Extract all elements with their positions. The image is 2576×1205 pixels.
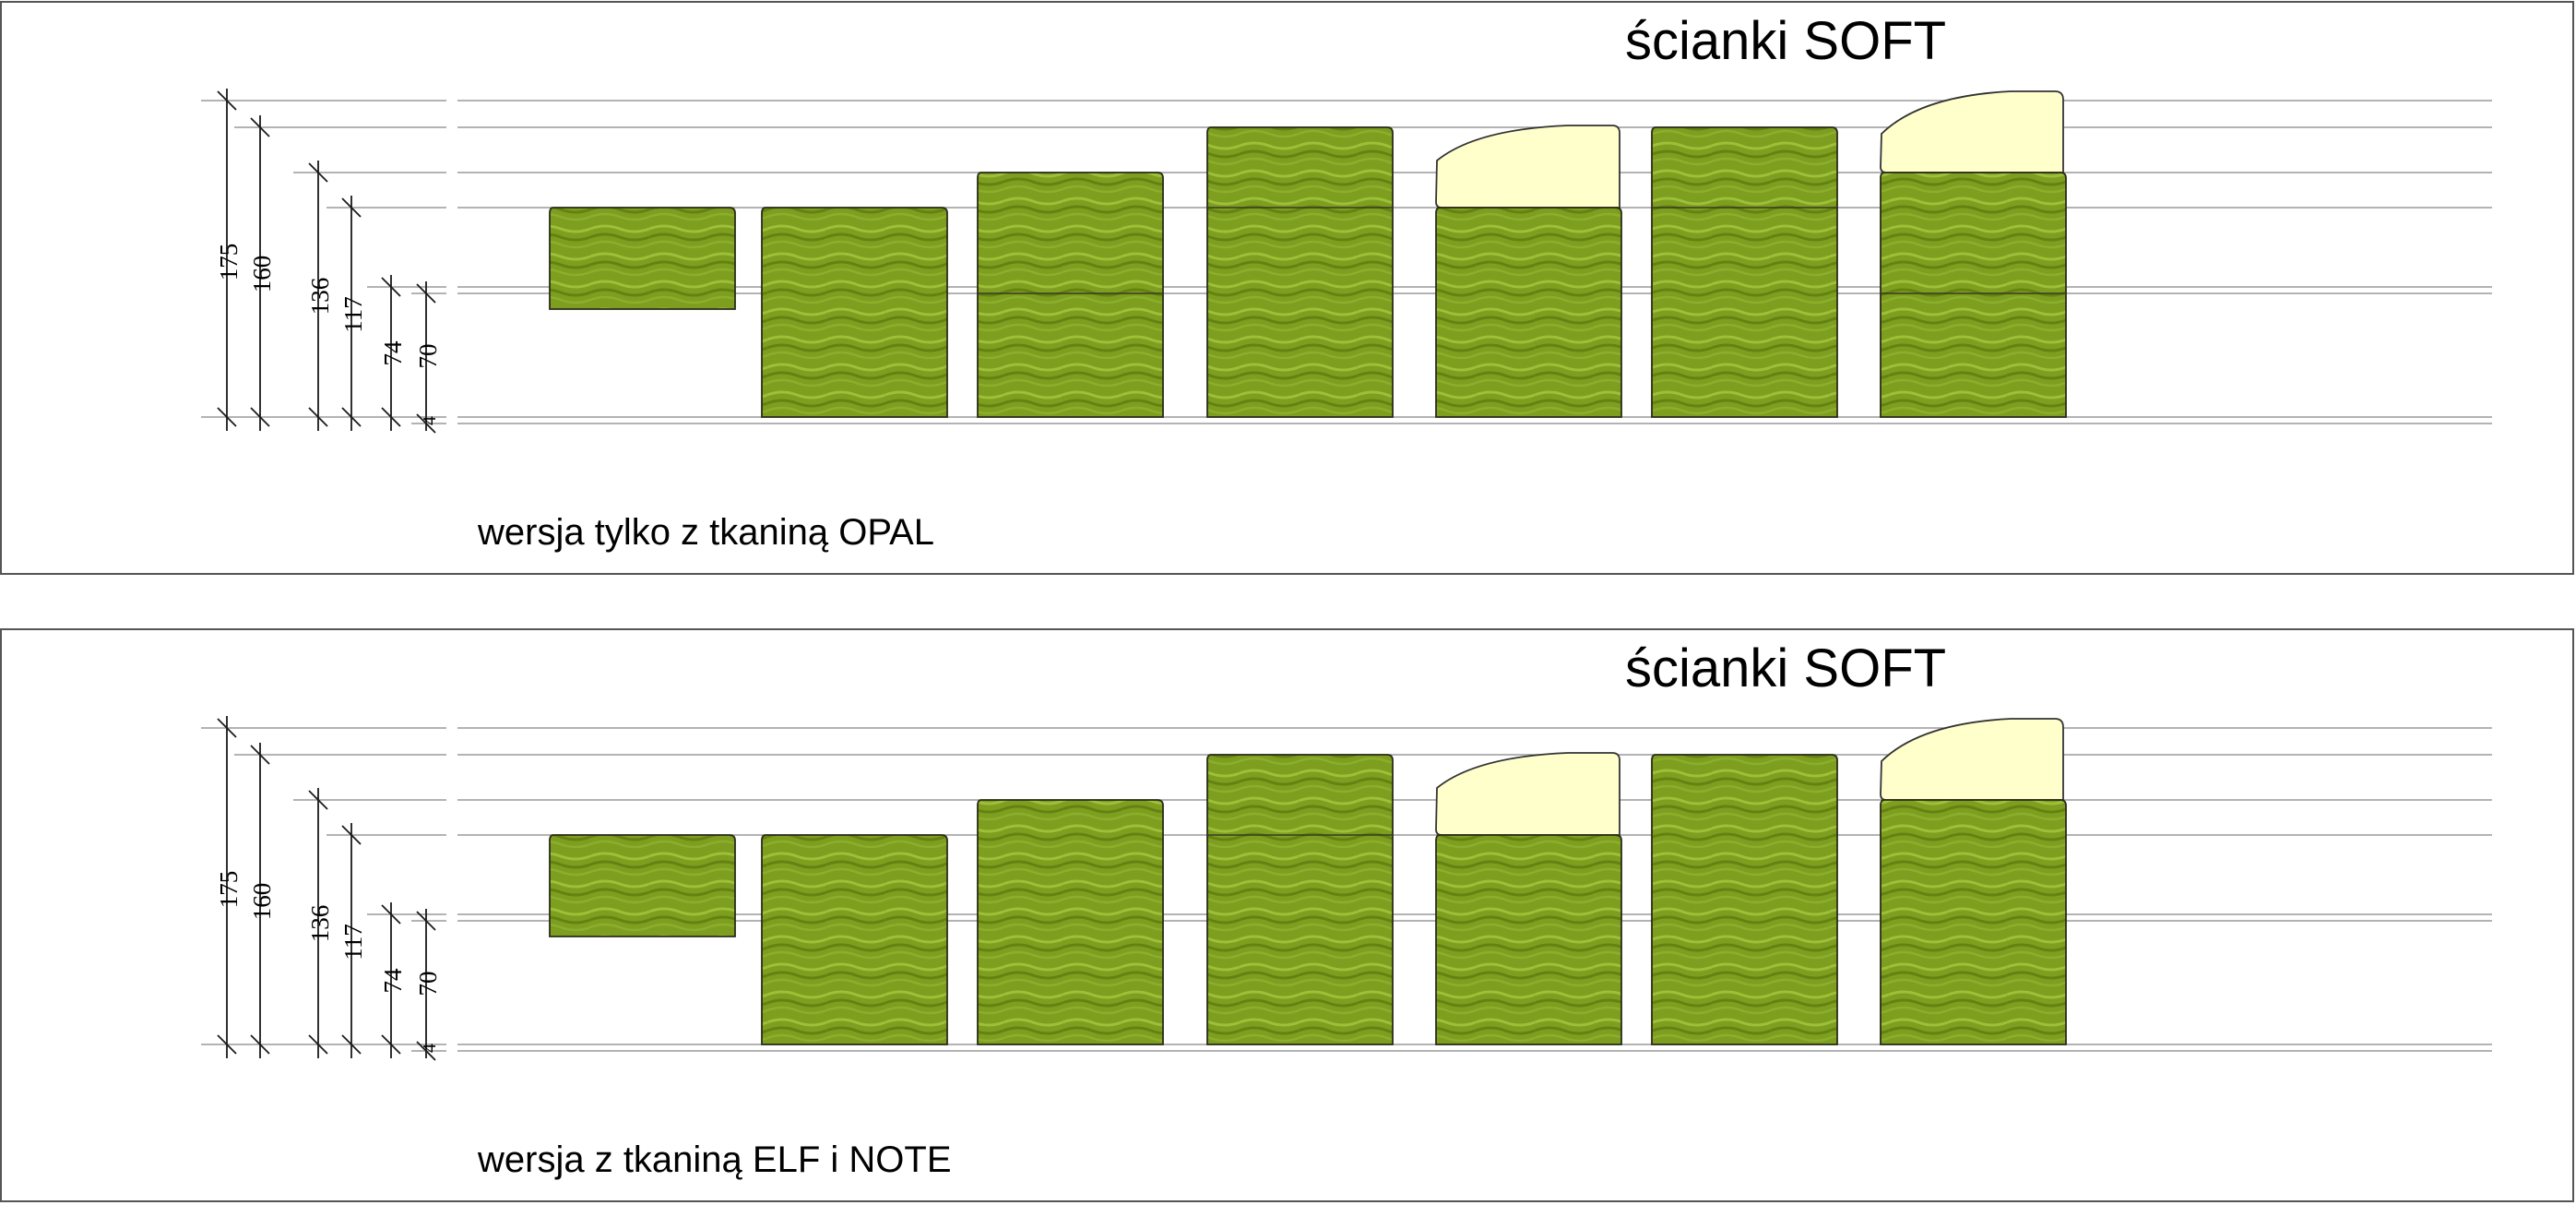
dim-label-175: 175 bbox=[215, 244, 243, 281]
wall-panel-1 bbox=[549, 207, 736, 310]
wall-panels bbox=[549, 718, 2067, 1045]
dim-label-117: 117 bbox=[339, 924, 367, 960]
wall-panel-3 bbox=[977, 172, 1164, 418]
panel-opal: ścianki SOFT bbox=[0, 1, 2574, 575]
acrylic-top-5 bbox=[1435, 125, 1620, 209]
wall-panel-4 bbox=[1206, 126, 1394, 418]
panel-caption: wersja z tkaniną ELF i NOTE bbox=[477, 1139, 952, 1180]
panel-elf-note: ścianki SOFT bbox=[0, 628, 2574, 1202]
wall-panels bbox=[549, 90, 2067, 418]
wall-panel-6 bbox=[1651, 126, 1838, 418]
wall-panel-1 bbox=[549, 834, 736, 937]
dimension-lines bbox=[217, 716, 436, 1061]
wall-panel-5 bbox=[1435, 834, 1622, 1045]
dim-label-136: 136 bbox=[306, 905, 334, 943]
wall-panel-6 bbox=[1651, 754, 1838, 1045]
wall-panel-4 bbox=[1206, 754, 1394, 1045]
wall-panel-2 bbox=[761, 207, 948, 418]
acrylic-top-7 bbox=[1880, 718, 2064, 801]
dim-label-74: 74 bbox=[379, 340, 407, 366]
acrylic-top-5 bbox=[1435, 752, 1620, 836]
dim-label-4: 4 bbox=[420, 416, 440, 425]
dim-label-70: 70 bbox=[414, 344, 442, 369]
dim-label-4: 4 bbox=[420, 1044, 440, 1053]
dimension-lines bbox=[217, 89, 436, 434]
wall-panel-7 bbox=[1880, 172, 2067, 418]
dim-label-136: 136 bbox=[306, 278, 334, 316]
panel-title: ścianki SOFT bbox=[1625, 11, 1946, 71]
dim-label-175: 175 bbox=[215, 871, 243, 909]
dim-label-160: 160 bbox=[248, 883, 276, 921]
acrylic-top-7 bbox=[1880, 90, 2064, 173]
panel-title: ścianki SOFT bbox=[1625, 638, 1946, 698]
wall-panel-5 bbox=[1435, 207, 1622, 418]
wall-panel-3 bbox=[977, 799, 1164, 1045]
dim-label-160: 160 bbox=[248, 256, 276, 293]
dim-label-74: 74 bbox=[379, 968, 407, 994]
wall-panel-2 bbox=[761, 834, 948, 1045]
panel-caption: wersja tylko z tkaniną OPAL bbox=[477, 512, 934, 553]
dim-label-70: 70 bbox=[414, 972, 442, 996]
dim-label-117: 117 bbox=[339, 296, 367, 333]
wall-panel-7 bbox=[1880, 799, 2067, 1045]
